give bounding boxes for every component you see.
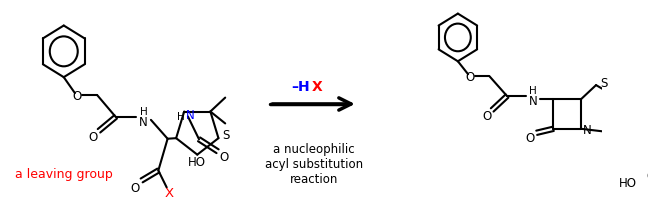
Text: O: O [465, 70, 474, 83]
Text: N: N [583, 124, 591, 137]
Text: O: O [646, 169, 648, 182]
Text: X: X [312, 80, 323, 94]
Text: HO: HO [188, 155, 206, 168]
Text: a nucleophilic
acyl substitution
reaction: a nucleophilic acyl substitution reactio… [264, 142, 363, 185]
Text: O: O [72, 89, 82, 102]
Text: O: O [526, 132, 535, 144]
Text: S: S [601, 76, 608, 89]
Text: N: N [139, 116, 148, 129]
Text: H: H [529, 86, 537, 96]
Text: HO: HO [619, 176, 636, 189]
Text: a leaving group: a leaving group [15, 167, 113, 180]
Text: H: H [139, 106, 147, 116]
Text: –H: –H [292, 80, 310, 94]
Text: O: O [89, 131, 98, 144]
Text: X: X [165, 186, 174, 199]
Text: O: O [130, 181, 140, 194]
Text: H: H [177, 112, 185, 122]
Text: N: N [185, 108, 194, 121]
Text: O: O [220, 150, 229, 163]
Text: S: S [222, 128, 229, 141]
Text: O: O [482, 110, 491, 123]
Text: N: N [529, 95, 537, 108]
